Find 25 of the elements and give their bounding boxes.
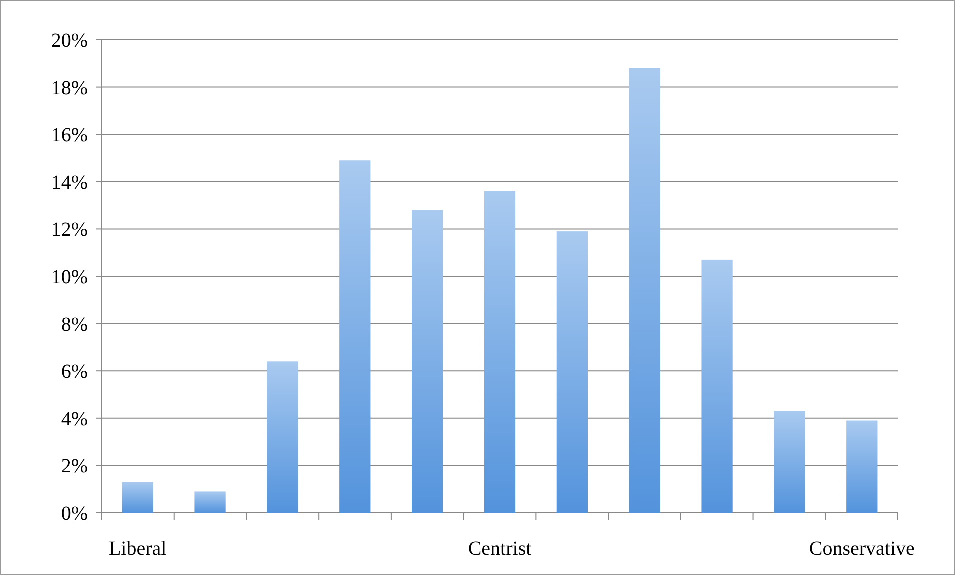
bar [267, 362, 298, 513]
y-tick-label: 8% [61, 314, 88, 336]
bar [340, 160, 371, 513]
bar [194, 492, 226, 513]
y-tick-label: 2% [61, 456, 88, 478]
y-tick-label: 6% [61, 361, 88, 384]
bar [629, 68, 660, 513]
y-tick-label: 20% [51, 30, 88, 52]
bar [484, 191, 516, 513]
bar [846, 420, 878, 513]
y-tick-label: 18% [51, 77, 88, 100]
bar [774, 411, 806, 513]
x-tick-label: Liberal [108, 538, 168, 560]
y-tick-label: 4% [61, 408, 88, 430]
y-tick-label: 12% [51, 219, 88, 242]
bar [556, 232, 588, 513]
x-tick-label: Conservative [809, 538, 916, 560]
x-tick-label: Centrist [468, 538, 532, 560]
y-tick-label: 10% [51, 266, 88, 288]
y-tick-label: 16% [51, 124, 88, 147]
bar [702, 260, 733, 513]
bar [412, 210, 444, 513]
y-tick-label: 0% [61, 503, 88, 525]
bar [122, 482, 154, 513]
y-tick-label: 14% [51, 172, 88, 194]
